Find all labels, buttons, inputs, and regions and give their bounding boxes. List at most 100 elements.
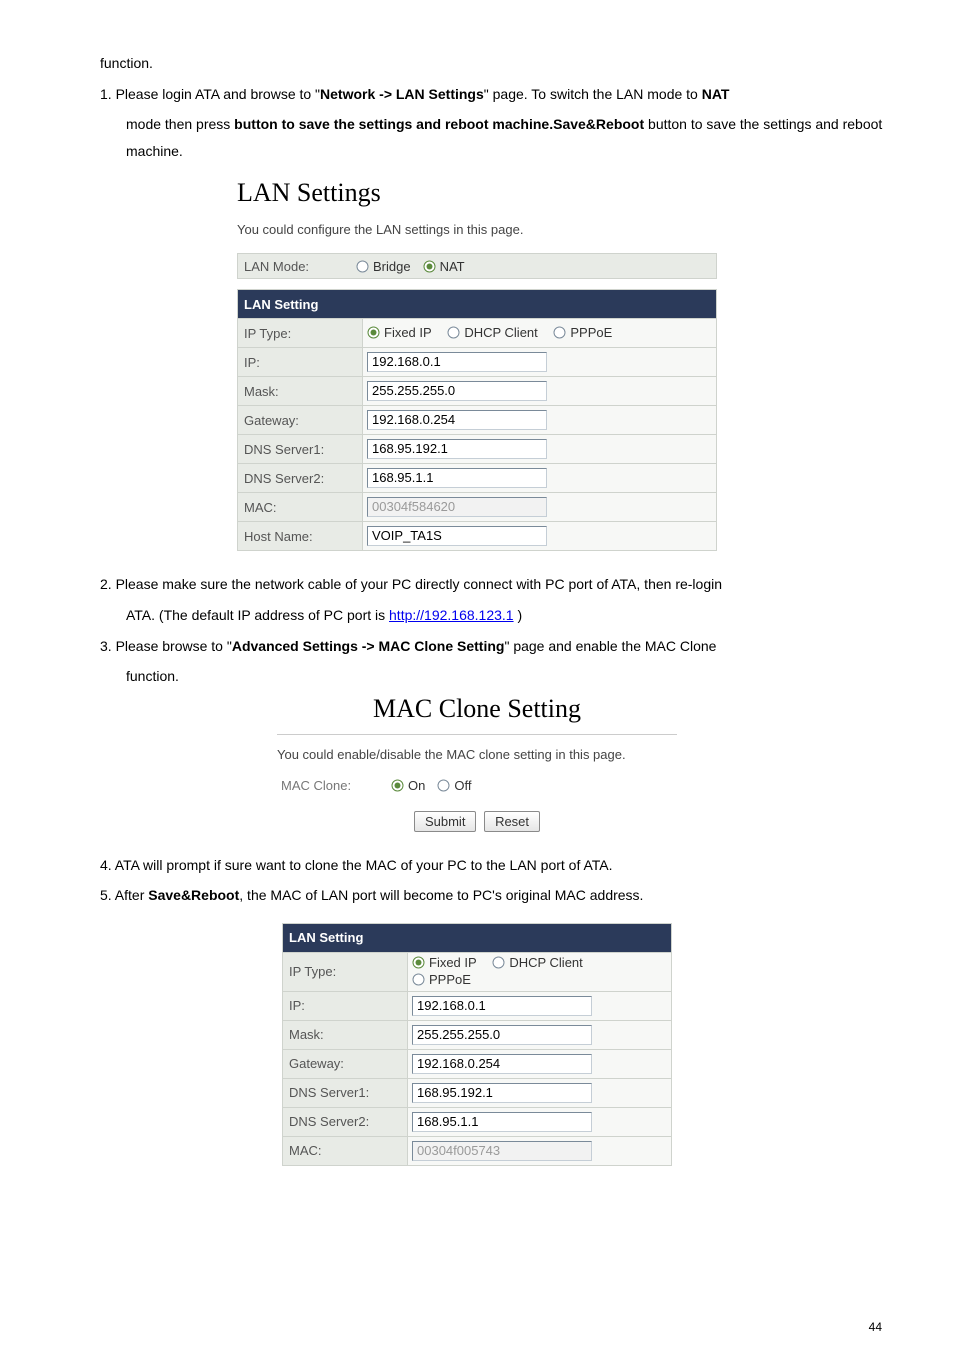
radio-off-icon (553, 326, 566, 339)
radio-pppoe[interactable]: PPPoE (553, 325, 612, 340)
page: function. 1. Please login ATA and browse… (0, 0, 954, 1350)
table-row: Mask: 255.255.255.0 (238, 377, 717, 406)
radio-on-icon (367, 326, 380, 339)
step1-text3: mode then press (126, 116, 234, 132)
table-row: IP: 192.168.0.1 (238, 348, 717, 377)
dns2-input[interactable]: 168.95.1.1 (412, 1112, 592, 1132)
step3-line2: function. (70, 663, 884, 690)
mac-label: MAC: (238, 493, 363, 522)
radio-pppoe-label: PPPoE (570, 325, 612, 340)
radio-fixed-ip[interactable]: Fixed IP (412, 955, 477, 970)
mac-label: MAC: (283, 1136, 408, 1165)
step2-line2: ATA. (The default IP address of PC port … (70, 602, 884, 629)
table-row: DNS Server2: 168.95.1.1 (283, 1107, 672, 1136)
lan-mode-row: LAN Mode: Bridge NAT (237, 253, 717, 279)
radio-on[interactable]: On (391, 778, 425, 793)
step1-line1: 1. Please login ATA and browse to "Netwo… (70, 81, 884, 108)
radio-fixed-ip[interactable]: Fixed IP (367, 325, 432, 340)
ip-input[interactable]: 192.168.0.1 (412, 996, 592, 1016)
button-row: Submit Reset (277, 811, 677, 832)
gateway-input[interactable]: 192.168.0.254 (412, 1054, 592, 1074)
radio-dhcp[interactable]: DHCP Client (492, 955, 582, 970)
step1-bold3b: Save&Reboot (553, 116, 644, 132)
dns1-label: DNS Server1: (283, 1078, 408, 1107)
radio-on-icon (412, 956, 425, 969)
ip-label: IP: (238, 348, 363, 377)
table-row: IP Type: Fixed IP DHCP Client PPPoE (283, 952, 672, 991)
radio-dhcp-label: DHCP Client (464, 325, 537, 340)
host-input[interactable]: VOIP_TA1S (367, 526, 547, 546)
dns1-input[interactable]: 168.95.192.1 (412, 1083, 592, 1103)
radio-on-icon (391, 779, 404, 792)
step2-text2: ) (514, 607, 523, 623)
lan-panel: LAN Settings You could configure the LAN… (237, 178, 717, 551)
radio-pppoe[interactable]: PPPoE (412, 972, 471, 987)
mac-title: MAC Clone Setting (277, 694, 677, 724)
radio-off-icon (356, 260, 369, 273)
radio-dhcp-label: DHCP Client (509, 955, 582, 970)
lan2-header: LAN Setting (283, 923, 672, 952)
lan-settings-figure: LAN Settings You could configure the LAN… (70, 178, 884, 551)
dns2-label: DNS Server2: (238, 464, 363, 493)
step1-text: 1. Please login ATA and browse to " (100, 86, 320, 102)
step5-text: 5. After (100, 887, 148, 903)
radio-nat[interactable]: NAT (423, 259, 465, 274)
step3-line1: 3. Please browse to "Advanced Settings -… (70, 633, 884, 660)
host-label: Host Name: (238, 522, 363, 551)
lan2-table: LAN Setting IP Type: Fixed IP DHCP Clien… (282, 923, 672, 1166)
radio-off-icon (447, 326, 460, 339)
radio-off[interactable]: Off (437, 778, 471, 793)
mask-input[interactable]: 255.255.255.0 (412, 1025, 592, 1045)
dns2-input[interactable]: 168.95.1.1 (367, 468, 547, 488)
ip-label: IP: (283, 991, 408, 1020)
step3-text2: " page and enable the MAC Clone (504, 638, 716, 654)
table-row: Host Name: VOIP_TA1S (238, 522, 717, 551)
radio-bridge-label: Bridge (373, 259, 411, 274)
step1-bold3: button to save the settings and reboot m… (234, 116, 553, 132)
lan-title: LAN Settings (237, 178, 717, 208)
mask-input[interactable]: 255.255.255.0 (367, 381, 547, 401)
submit-button[interactable]: Submit (414, 811, 476, 832)
radio-dhcp[interactable]: DHCP Client (447, 325, 537, 340)
step2-line1: 2. Please make sure the network cable of… (70, 571, 884, 598)
radio-fixed-ip-label: Fixed IP (384, 325, 432, 340)
radio-off-label: Off (454, 778, 471, 793)
default-ip-link[interactable]: http://192.168.123.1 (389, 607, 514, 623)
ip-input[interactable]: 192.168.0.1 (367, 352, 547, 372)
dns2-label: DNS Server2: (283, 1107, 408, 1136)
lan-setting-bottom-figure: LAN Setting IP Type: Fixed IP DHCP Clien… (70, 923, 884, 1166)
radio-off-icon (412, 973, 425, 986)
step5-bold: Save&Reboot (148, 887, 239, 903)
step4: 4. ATA will prompt if sure want to clone… (70, 852, 884, 879)
step5-text2: , the MAC of LAN port will become to PC'… (239, 887, 643, 903)
ip-type-value: Fixed IP DHCP Client PPPoE (363, 319, 717, 348)
ip-type-label: IP Type: (283, 952, 408, 991)
radio-pppoe-label: PPPoE (429, 972, 471, 987)
table-row: DNS Server1: 168.95.192.1 (283, 1078, 672, 1107)
mac-input: 00304f005743 (412, 1141, 592, 1161)
lan-table: LAN Setting IP Type: Fixed IP DHCP Clien… (237, 289, 717, 551)
step1-text2: " page. To switch the LAN mode to (484, 86, 702, 102)
table-row: DNS Server1: 168.95.192.1 (238, 435, 717, 464)
lan-setting-header: LAN Setting (238, 290, 717, 319)
gateway-input[interactable]: 192.168.0.254 (367, 410, 547, 430)
radio-bridge[interactable]: Bridge (356, 259, 411, 274)
mac-panel: MAC Clone Setting You could enable/disab… (277, 694, 677, 832)
step3-bold: Advanced Settings -> MAC Clone Setting (232, 638, 505, 654)
lan-mode-label: LAN Mode: (244, 259, 356, 274)
lan2-panel: LAN Setting IP Type: Fixed IP DHCP Clien… (282, 923, 672, 1166)
ip-type-value: Fixed IP DHCP Client PPPoE (408, 952, 672, 991)
table-row: IP: 192.168.0.1 (283, 991, 672, 1020)
mask-label: Mask: (238, 377, 363, 406)
radio-on-label: On (408, 778, 425, 793)
mac-input: 00304f584620 (367, 497, 547, 517)
table-row: MAC: 00304f584620 (238, 493, 717, 522)
dns1-input[interactable]: 168.95.192.1 (367, 439, 547, 459)
step1-bold1: Network -> LAN Settings (320, 86, 484, 102)
mac-clone-row: MAC Clone: On Off (277, 778, 677, 793)
radio-off-icon (492, 956, 505, 969)
gateway-label: Gateway: (238, 406, 363, 435)
step1-line2: mode then press button to save the setti… (70, 111, 884, 164)
mac-clone-label: MAC Clone: (281, 778, 391, 793)
reset-button[interactable]: Reset (484, 811, 540, 832)
